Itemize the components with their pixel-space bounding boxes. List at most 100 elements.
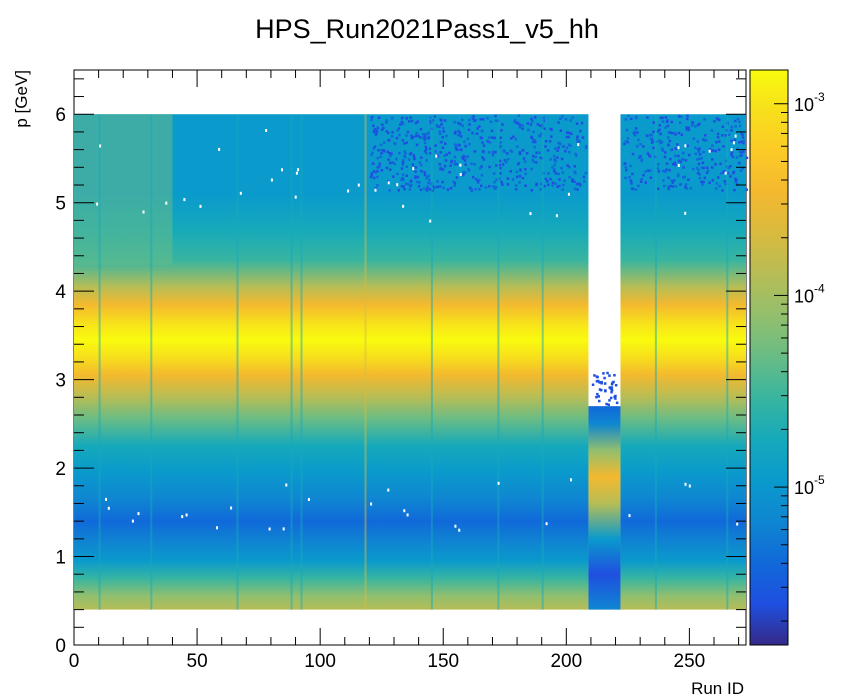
sparse-cell	[624, 176, 627, 180]
empty-bin	[684, 144, 687, 148]
sparse-cell	[562, 145, 565, 148]
sparse-cell	[544, 140, 548, 143]
sparse-cell	[473, 162, 476, 166]
sparse-cell	[692, 167, 695, 171]
sparse-cell	[530, 189, 534, 192]
sparse-cell	[401, 177, 404, 180]
sparse-cell	[554, 182, 557, 185]
sparse-cell	[701, 183, 704, 186]
sparse-cell	[521, 127, 524, 130]
sparse-cell	[457, 121, 460, 125]
sparse-cell	[518, 152, 522, 156]
sparse-cell	[474, 119, 477, 122]
sparse-cell	[679, 160, 682, 164]
sparse-cell	[574, 152, 577, 156]
sparse-cell	[380, 152, 383, 155]
sparse-cell	[698, 122, 701, 126]
sparse-cell	[608, 374, 611, 377]
y-tick-label: 6	[55, 105, 66, 126]
sparse-cell	[609, 396, 613, 400]
sparse-cell	[697, 150, 701, 153]
sparse-cell	[667, 187, 670, 191]
x-tick-label: 150	[427, 651, 459, 672]
sparse-cell	[684, 159, 688, 162]
sparse-cell	[664, 116, 668, 119]
sparse-cell	[493, 186, 496, 189]
sparse-cell	[573, 180, 576, 183]
empty-bin	[497, 481, 500, 485]
sparse-cell	[455, 148, 458, 151]
sparse-cell	[723, 169, 726, 173]
sparse-cell	[729, 165, 732, 168]
sparse-cell	[476, 127, 479, 130]
sparse-cell	[673, 131, 676, 135]
sparse-cell	[571, 180, 574, 183]
sparse-cell	[408, 188, 412, 191]
sparse-cell	[372, 170, 376, 173]
sparse-cell	[540, 132, 543, 135]
sparse-cell	[429, 152, 432, 155]
sparse-cell	[657, 170, 661, 173]
sparse-cell	[554, 160, 557, 163]
sparse-cell	[694, 152, 698, 155]
sparse-cell	[740, 140, 743, 143]
sparse-cell	[453, 132, 457, 135]
sparse-cell	[422, 132, 425, 136]
sparse-cell	[579, 129, 582, 133]
sparse-cell	[551, 166, 554, 169]
sparse-cell	[410, 134, 413, 137]
colorbar-ticks	[774, 103, 788, 622]
empty-bin	[402, 204, 405, 208]
empty-bin	[567, 192, 570, 196]
sparse-cell	[610, 390, 613, 394]
sparse-cell	[417, 185, 421, 188]
sparse-cell	[425, 152, 428, 155]
sparse-cell	[666, 124, 670, 128]
sparse-cell	[668, 139, 672, 143]
empty-bin	[406, 513, 409, 517]
sparse-cell	[416, 120, 419, 123]
sparse-cell	[576, 135, 579, 138]
sparse-cell	[425, 159, 428, 162]
sparse-cell	[482, 144, 486, 147]
sparse-cell	[503, 159, 507, 162]
sparse-cell	[664, 151, 667, 154]
sparse-cell	[529, 123, 533, 126]
sparse-cell	[665, 162, 669, 165]
sparse-cell	[661, 116, 664, 120]
sparse-cell	[640, 158, 644, 161]
sparse-cell	[684, 183, 688, 186]
sparse-cell	[551, 184, 554, 187]
sparse-cell	[570, 132, 573, 135]
sparse-cell	[459, 135, 463, 138]
sparse-cell	[403, 154, 406, 158]
empty-bin	[142, 210, 145, 214]
sparse-cell	[444, 142, 447, 145]
sparse-cell	[435, 185, 439, 189]
sparse-cell	[441, 136, 444, 139]
sparse-cell	[409, 116, 412, 119]
sparse-cell	[380, 128, 384, 131]
empty-bin	[677, 146, 680, 150]
sparse-cell	[462, 155, 466, 158]
sparse-cell	[613, 374, 616, 377]
sparse-cell	[426, 186, 429, 190]
sparse-cell	[416, 175, 420, 179]
sparse-cell	[499, 136, 502, 139]
sparse-cell	[453, 181, 457, 185]
y-tick-label: 4	[55, 282, 66, 303]
sparse-cell	[531, 140, 535, 144]
empty-bin	[459, 173, 462, 176]
sparse-cell	[741, 136, 745, 139]
sparse-cell	[515, 145, 519, 148]
sparse-cell	[625, 168, 628, 172]
sparse-cell	[442, 130, 445, 133]
sparse-cell	[491, 154, 495, 157]
sparse-cell	[453, 184, 456, 187]
empty-bin	[732, 141, 735, 145]
sparse-cell	[705, 166, 709, 169]
sparse-cell	[605, 402, 608, 406]
sparse-cell	[414, 175, 417, 178]
sparse-cell	[669, 184, 672, 188]
sparse-cell	[649, 137, 653, 141]
